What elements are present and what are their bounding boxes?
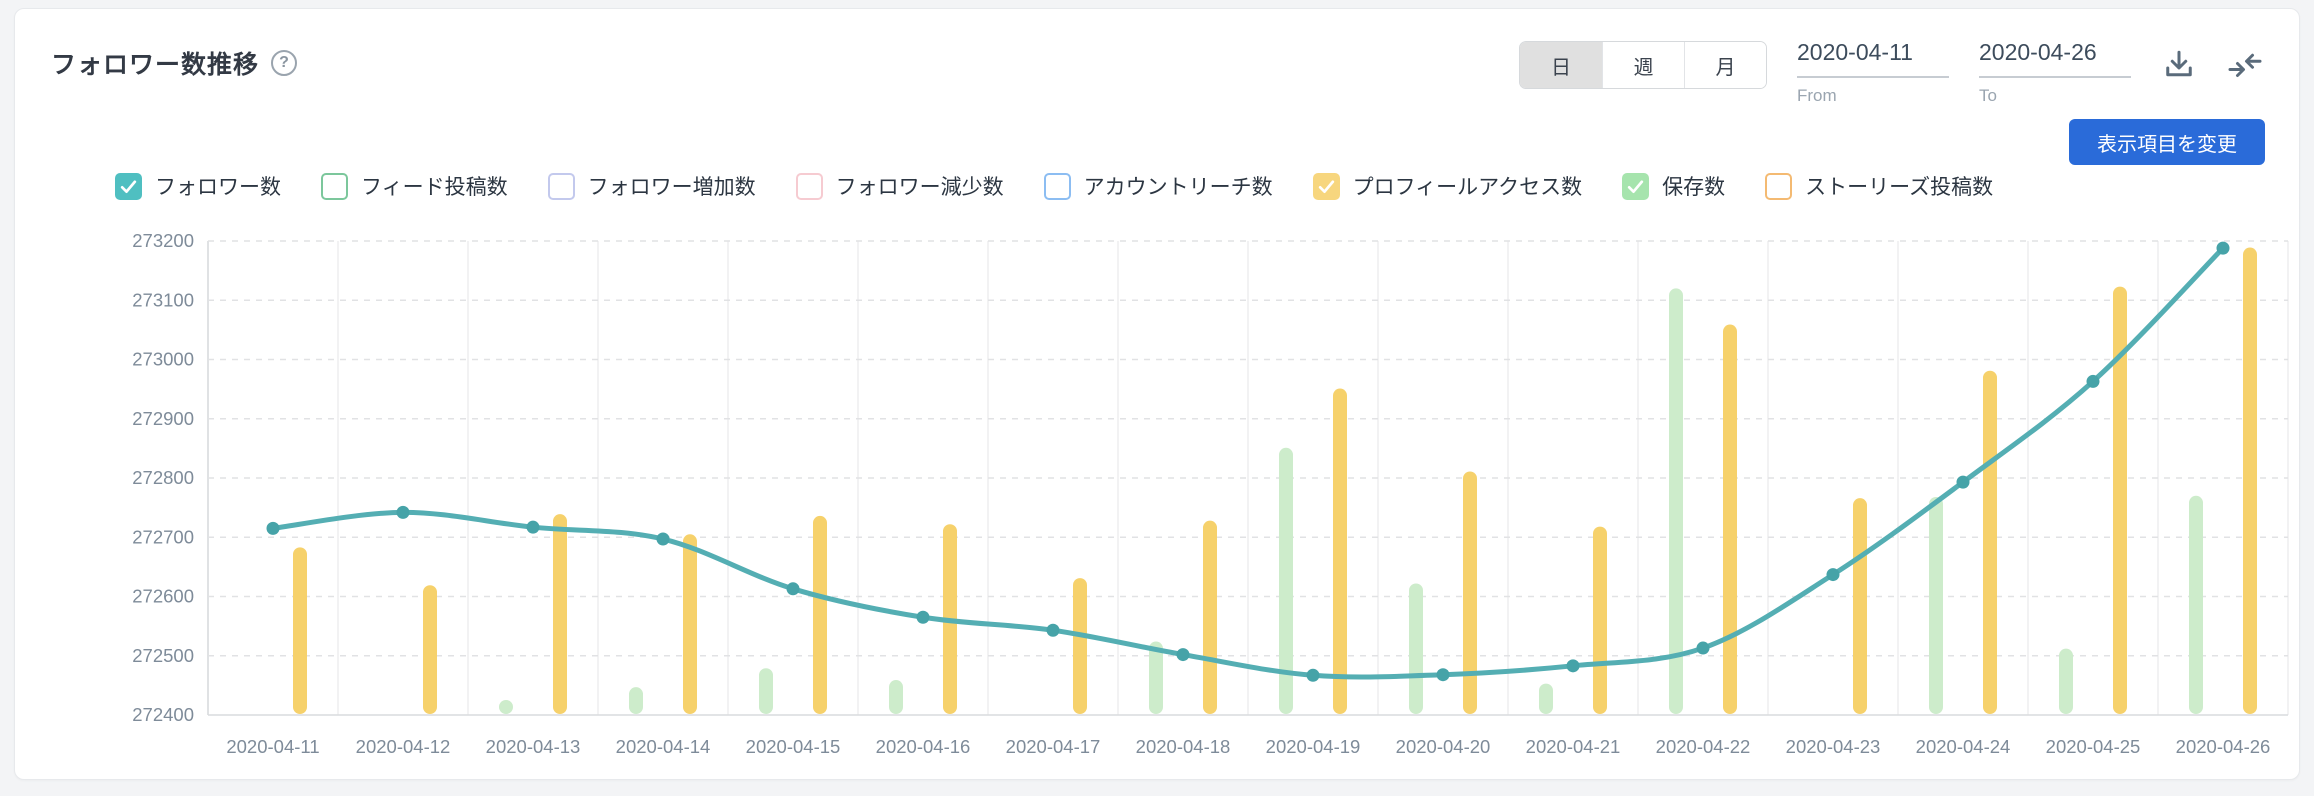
followers-point-9[interactable] bbox=[1436, 668, 1450, 682]
checkbox-icon[interactable] bbox=[1765, 172, 1793, 200]
followers-line[interactable] bbox=[270, 245, 2226, 680]
period-tab-week[interactable]: 週 bbox=[1602, 42, 1684, 88]
legend-label: プロフィールアクセス数 bbox=[1352, 176, 1583, 199]
x-axis-tick: 2020-04-11 bbox=[226, 736, 319, 757]
checkbox-icon[interactable] bbox=[1043, 172, 1071, 200]
followers-point-12[interactable] bbox=[1826, 568, 1840, 582]
x-axis-tick: 2020-04-12 bbox=[356, 736, 451, 757]
y-axis-tick: 272800 bbox=[132, 467, 194, 488]
followers-point-5[interactable] bbox=[916, 610, 930, 624]
checkbox-icon[interactable] bbox=[547, 172, 575, 200]
date-from-value[interactable]: 2020-04-11 bbox=[1797, 39, 1949, 78]
followers-point-10[interactable] bbox=[1566, 659, 1580, 673]
y-axis-tick: 273100 bbox=[132, 289, 194, 310]
legend-item-1[interactable]: フィード投稿数 bbox=[321, 171, 508, 201]
period-tab-day[interactable]: 日 bbox=[1520, 42, 1602, 88]
legend-label: フォロワー増加数 bbox=[587, 176, 756, 199]
legend-item-0[interactable]: フォロワー数 bbox=[115, 171, 281, 201]
x-axis-tick: 2020-04-24 bbox=[1916, 736, 2011, 757]
y-axis-tick: 273000 bbox=[132, 349, 194, 370]
followers-point-11[interactable] bbox=[1696, 641, 1710, 655]
x-axis-tick: 2020-04-26 bbox=[2176, 736, 2271, 757]
x-axis-tick: 2020-04-16 bbox=[876, 736, 971, 757]
x-axis-tick: 2020-04-23 bbox=[1786, 736, 1881, 757]
x-axis-tick: 2020-04-22 bbox=[1656, 736, 1751, 757]
legend-item-4[interactable]: アカウントリーチ数 bbox=[1043, 171, 1273, 201]
followers-point-14[interactable] bbox=[2086, 374, 2100, 388]
checkbox-icon[interactable] bbox=[1312, 172, 1340, 200]
period-tab-month[interactable]: 月 bbox=[1684, 42, 1766, 88]
x-axis-tick: 2020-04-17 bbox=[1006, 736, 1101, 757]
followers-point-4[interactable] bbox=[786, 582, 800, 596]
checkbox-icon[interactable] bbox=[795, 172, 823, 200]
legend-item-7[interactable]: ストーリーズ投稿数 bbox=[1765, 171, 1993, 201]
legend-label: フォロワー減少数 bbox=[835, 176, 1004, 199]
checkbox-icon[interactable] bbox=[115, 172, 142, 200]
x-axis-tick: 2020-04-20 bbox=[1396, 736, 1491, 757]
followers-point-7[interactable] bbox=[1176, 648, 1190, 662]
x-axis-tick: 2020-04-18 bbox=[1136, 736, 1231, 757]
period-tab-group: 日週月 bbox=[1519, 41, 1767, 89]
followers-point-13[interactable] bbox=[1956, 475, 1970, 489]
x-axis-tick: 2020-04-14 bbox=[616, 736, 711, 757]
followers-point-8[interactable] bbox=[1306, 668, 1320, 682]
checkbox-icon[interactable] bbox=[321, 172, 348, 200]
followers-point-6[interactable] bbox=[1046, 623, 1060, 637]
followers-point-15[interactable] bbox=[2216, 241, 2230, 255]
y-axis-tick: 272600 bbox=[132, 586, 194, 607]
legend-item-2[interactable]: フォロワー増加数 bbox=[547, 171, 756, 201]
compress-arrows-icon[interactable] bbox=[2227, 47, 2263, 83]
legend-label: ストーリーズ投稿数 bbox=[1805, 176, 1994, 199]
change-display-items-button[interactable]: 表示項目を変更 bbox=[2069, 119, 2265, 165]
legend-label: フォロワー数 bbox=[155, 176, 281, 199]
legend-label: フィード投稿数 bbox=[361, 176, 508, 199]
x-axis-tick: 2020-04-19 bbox=[1266, 736, 1361, 757]
card-header: フォロワー数推移 ? 日週月 2020-04-11 From 2020-04-2… bbox=[51, 39, 2263, 109]
help-icon[interactable]: ? bbox=[271, 50, 298, 76]
series-legend: フォロワー数 フィード投稿数 フォロワー増加数 フォロワー減少数 アカウントリーチ数 プロ… bbox=[115, 171, 1993, 201]
followers-point-1[interactable] bbox=[396, 505, 410, 519]
legend-item-5[interactable]: プロフィールアクセス数 bbox=[1312, 171, 1583, 201]
followers-point-2[interactable] bbox=[526, 520, 540, 534]
x-axis-tick: 2020-04-25 bbox=[2046, 736, 2141, 757]
followers-point-3[interactable] bbox=[656, 532, 670, 546]
legend-item-6[interactable]: 保存数 bbox=[1622, 171, 1725, 201]
y-axis-tick: 273200 bbox=[132, 230, 194, 251]
checkbox-icon[interactable] bbox=[1622, 172, 1650, 200]
date-to-value[interactable]: 2020-04-26 bbox=[1979, 39, 2131, 78]
date-to-field[interactable]: 2020-04-26 To bbox=[1979, 39, 2131, 106]
x-axis-tick: 2020-04-21 bbox=[1526, 736, 1621, 757]
date-from-field[interactable]: 2020-04-11 From bbox=[1797, 39, 1949, 106]
followers-point-0[interactable] bbox=[266, 521, 280, 535]
trend-chart[interactable]: 272400 272500 272600 272700 272800 272900 2730… bbox=[0, 220, 2314, 786]
legend-label: 保存数 bbox=[1662, 176, 1726, 199]
date-to-label: To bbox=[1979, 86, 1997, 105]
x-axis-tick: 2020-04-13 bbox=[486, 736, 581, 757]
y-axis-tick: 272500 bbox=[132, 645, 194, 666]
x-axis-tick: 2020-04-15 bbox=[746, 736, 841, 757]
y-axis-tick: 272400 bbox=[132, 704, 194, 725]
legend-label: アカウントリーチ数 bbox=[1083, 176, 1273, 199]
legend-item-3[interactable]: フォロワー減少数 bbox=[795, 171, 1004, 201]
date-from-label: From bbox=[1797, 86, 1837, 105]
download-icon[interactable] bbox=[2161, 47, 2197, 83]
page-title: フォロワー数推移 bbox=[51, 51, 260, 79]
y-axis-tick: 272900 bbox=[132, 408, 194, 429]
y-axis-tick: 272700 bbox=[132, 526, 194, 547]
